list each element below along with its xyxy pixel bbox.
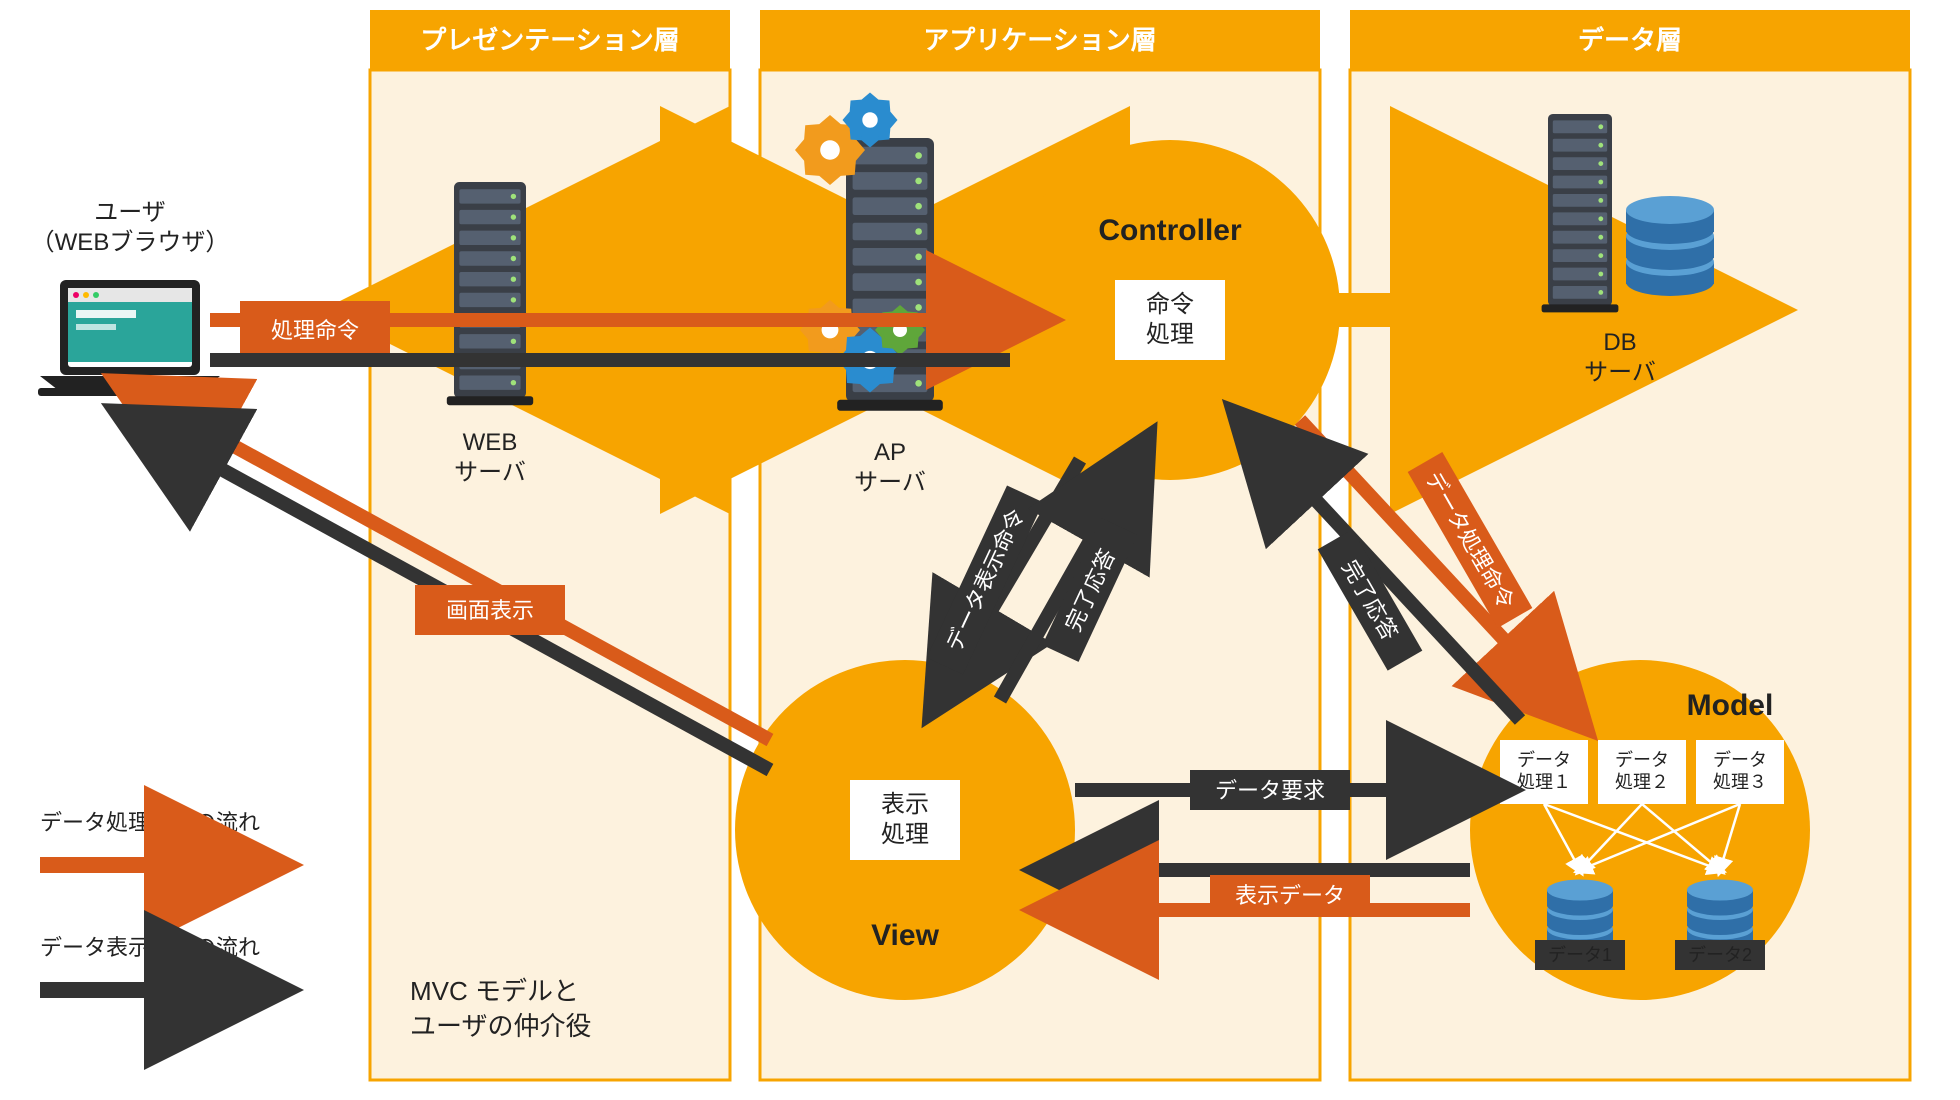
model-db-label: データ2 (1688, 945, 1752, 965)
db-server-rack-icon (1542, 114, 1619, 312)
diagram-stage: プレゼンテーション層 アプリケーション層 データ層 ユーザ （WEBブラウザ） WEB サ… (0, 0, 1960, 1100)
laptop-icon (38, 280, 222, 396)
svg-text:データ要求: データ要求 (1215, 778, 1325, 803)
model-proc-l1: データ (1713, 750, 1767, 770)
legend-proc-label: データ処理命令の流れ (40, 810, 260, 835)
model-proc-l2: 処理２ (1615, 772, 1669, 792)
footnote-2: ユーザの仲介役 (410, 1011, 591, 1041)
controller-inner-1: 命令 (1146, 291, 1194, 318)
model-proc-l2: 処理３ (1713, 772, 1767, 792)
model-proc-l1: データ (1517, 750, 1571, 770)
legend-disp-label: データ表示命令の流れ (40, 935, 260, 960)
web-server-label-2: サーバ (454, 459, 526, 486)
user-label-2: （WEBブラウザ） (31, 229, 230, 256)
diagram-svg: プレゼンテーション層 アプリケーション層 データ層 ユーザ （WEBブラウザ） WEB サ… (0, 0, 1960, 1100)
svg-text:表示データ: 表示データ (1235, 883, 1345, 908)
layer-title-application: アプリケーション層 (923, 25, 1156, 55)
svg-text:画面表示: 画面表示 (446, 598, 534, 623)
label-request: 処理命令 (240, 301, 390, 359)
controller-title: Controller (1098, 214, 1242, 247)
db-stack-icon (1626, 196, 1714, 296)
label-disp-data: 表示データ (1210, 875, 1370, 915)
view-title: View (871, 919, 939, 952)
model-title: Model (1687, 689, 1774, 722)
model-proc-l2: 処理１ (1517, 772, 1571, 792)
layer-title-presentation: プレゼンテーション層 (420, 25, 679, 55)
view-inner-2: 処理 (881, 821, 929, 848)
user-label-1: ユーザ (94, 199, 166, 226)
svg-text:処理命令: 処理命令 (271, 318, 359, 343)
view-inner-1: 表示 (881, 791, 929, 818)
layer-title-data: データ層 (1578, 25, 1682, 55)
label-display: 画面表示 (415, 585, 565, 635)
label-data-req: データ要求 (1190, 770, 1350, 810)
db-server-label-2: サーバ (1584, 359, 1656, 386)
gear-icon (875, 305, 925, 355)
model-db-label: データ1 (1548, 945, 1612, 965)
ap-server-label-2: サーバ (854, 469, 926, 496)
footnote-1: MVC モデルと (410, 976, 579, 1006)
web-server-label-1: WEB (463, 429, 518, 456)
db-server-label-1: DB (1603, 329, 1636, 356)
controller-inner-2: 処理 (1146, 321, 1194, 348)
web-server-icon (447, 182, 533, 405)
gear-icon (843, 93, 898, 148)
model-proc-l1: データ (1615, 750, 1669, 770)
ap-server-label-1: AP (874, 439, 906, 466)
